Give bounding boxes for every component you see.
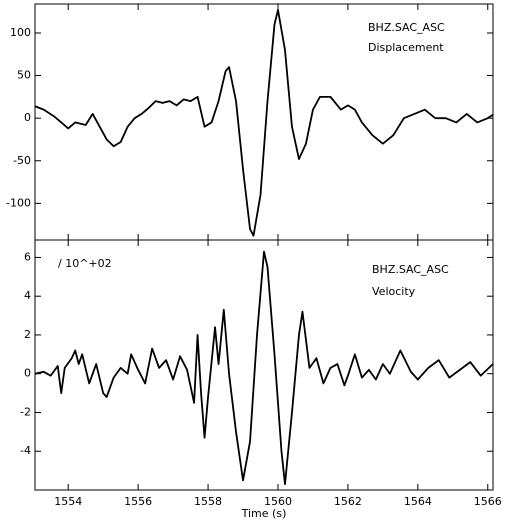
annotation: BHZ.SAC_ASC bbox=[368, 21, 445, 34]
x-tick-label: 1560 bbox=[264, 495, 292, 508]
annotation: / 10^+02 bbox=[58, 257, 112, 270]
y-tick-label: -2 bbox=[20, 405, 31, 418]
plot-frame bbox=[34, 239, 494, 491]
line bbox=[34, 9, 494, 237]
x-tick-label: 1562 bbox=[334, 495, 362, 508]
x-tick-label: 1564 bbox=[404, 495, 432, 508]
annotation: BHZ.SAC_ASC bbox=[372, 263, 449, 276]
annotation: Displacement bbox=[368, 41, 444, 54]
y-tick-label: 100 bbox=[10, 26, 31, 39]
y-tick-label: 0 bbox=[24, 111, 31, 124]
y-tick-label: 6 bbox=[24, 250, 31, 263]
line bbox=[34, 250, 494, 486]
y-tick-label: -50 bbox=[13, 154, 31, 167]
x-tick-label: 1558 bbox=[194, 495, 222, 508]
y-tick-label: 2 bbox=[24, 328, 31, 341]
y-tick-label: 50 bbox=[17, 69, 31, 82]
plot-frame bbox=[34, 3, 494, 241]
y-tick-label: -4 bbox=[20, 444, 31, 457]
y-tick-label: -100 bbox=[6, 196, 31, 209]
x-tick-label: 1554 bbox=[54, 495, 82, 508]
x-tick-label: 1566 bbox=[474, 495, 502, 508]
y-tick-label: 0 bbox=[24, 367, 31, 380]
x-axis-label: Time (s) bbox=[241, 507, 287, 520]
x-tick-label: 1556 bbox=[124, 495, 152, 508]
y-tick-label: 4 bbox=[24, 289, 31, 302]
annotation: Velocity bbox=[372, 285, 416, 298]
